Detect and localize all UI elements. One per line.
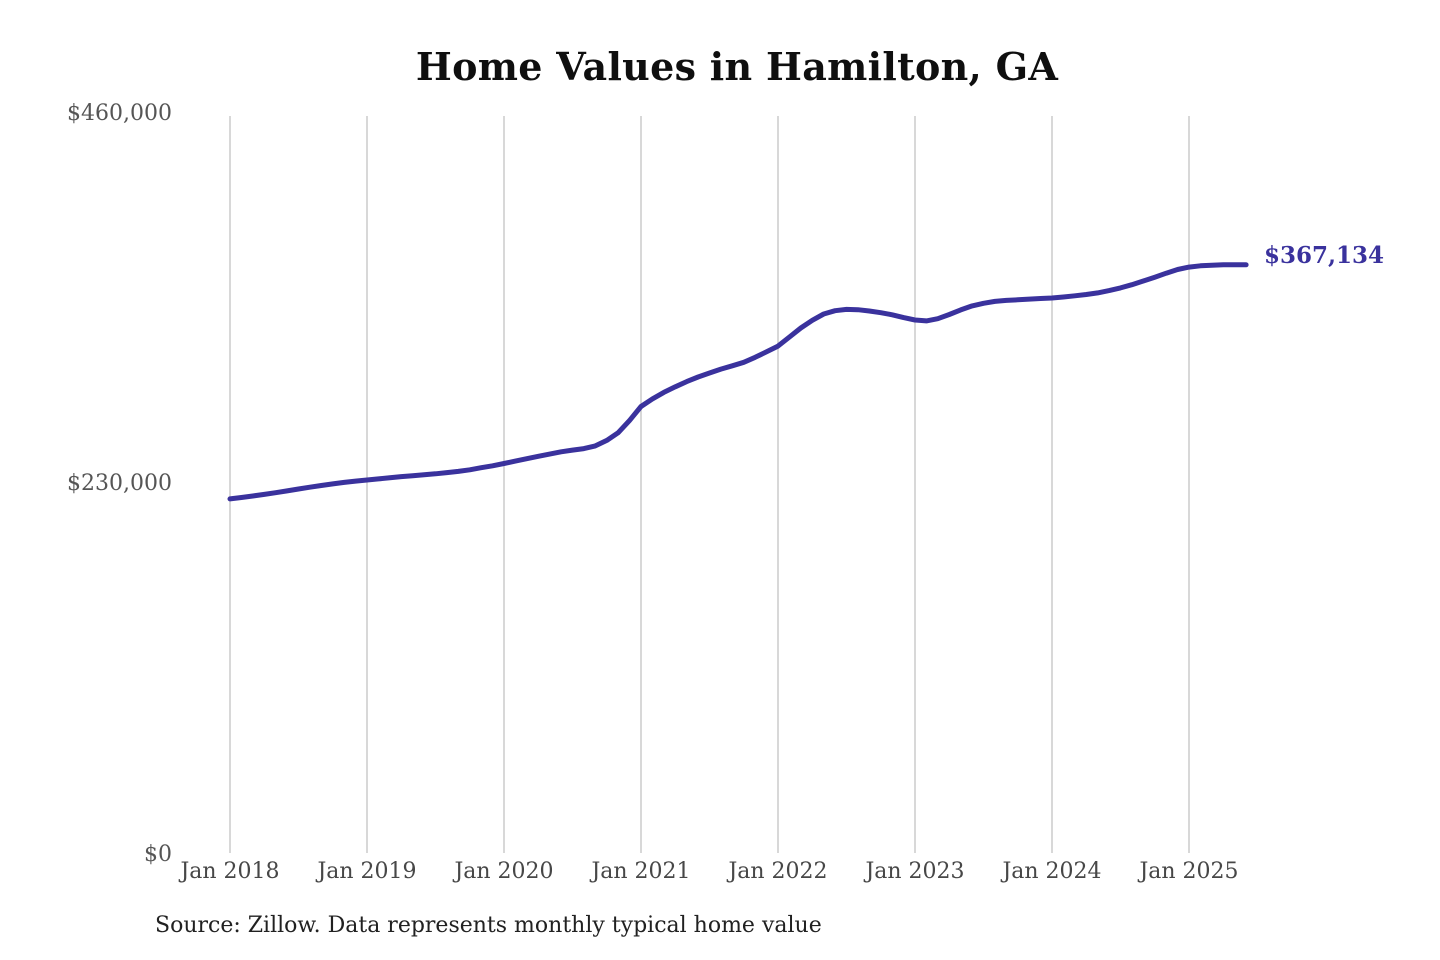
x-axis-label-jan-2021: Jan 2021 [591, 859, 691, 884]
x-axis-label-jan-2025: Jan 2025 [1139, 859, 1239, 884]
chart-title: Home Values in Hamilton, GA [415, 44, 1059, 89]
y-axis-label-460000: $460,000 [67, 101, 172, 126]
y-axis-label-0: $0 [144, 842, 172, 867]
x-axis-label-jan-2023: Jan 2023 [865, 859, 965, 884]
x-axis-label-jan-2022: Jan 2022 [728, 859, 828, 884]
y-axis-label-230000: $230,000 [67, 471, 172, 496]
home-value-line [227, 262, 1249, 502]
end-value-label: $367,134 [1264, 242, 1385, 269]
x-axis-label-jan-2018: Jan 2018 [180, 859, 280, 884]
x-axis-label-jan-2024: Jan 2024 [1002, 859, 1102, 884]
source-note: Source: Zillow. Data represents monthly … [155, 913, 822, 938]
x-axis-label-jan-2020: Jan 2020 [454, 859, 554, 884]
x-axis-label-jan-2019: Jan 2019 [317, 859, 417, 884]
